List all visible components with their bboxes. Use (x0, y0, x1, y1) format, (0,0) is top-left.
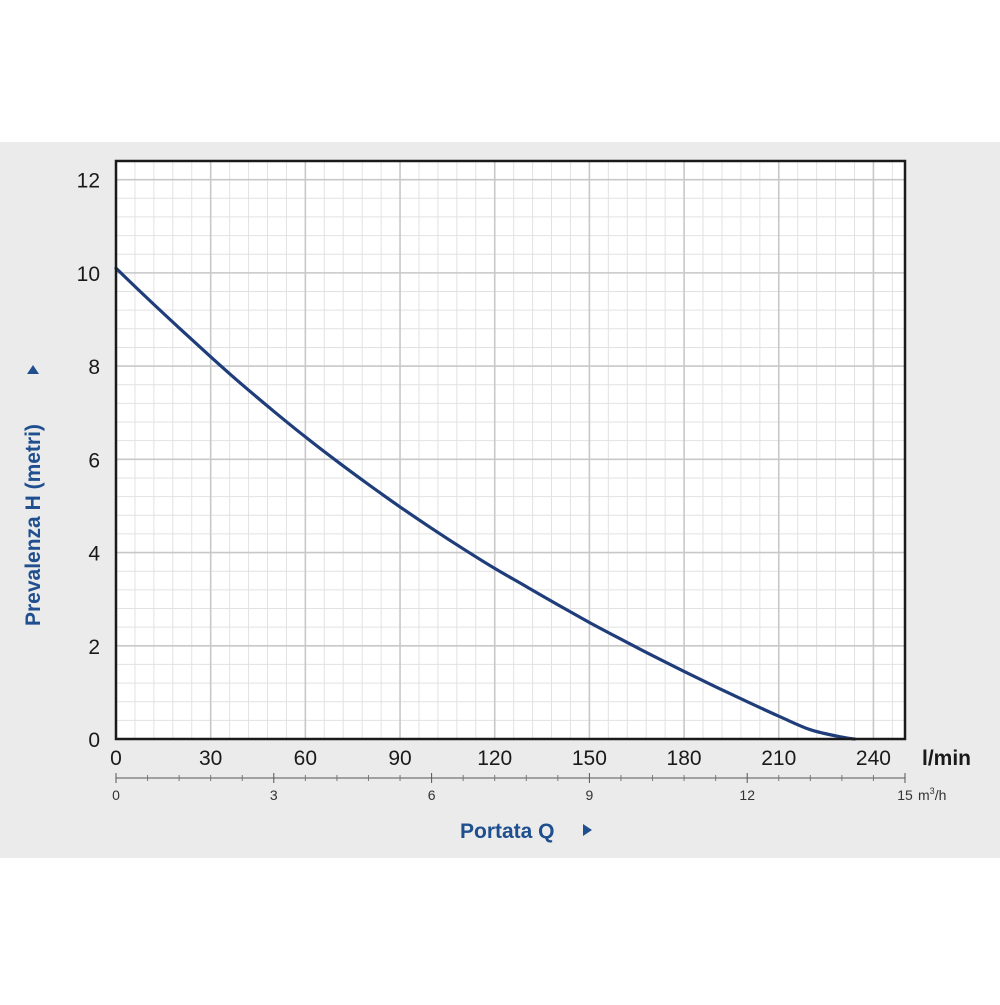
x2-axis-ticks: 0 3 6 9 12 15 (112, 773, 913, 803)
x-axis-arrow-icon (583, 824, 592, 836)
y-axis-label: Prevalenza H (metri) (22, 424, 45, 626)
y-tick-label: 0 (88, 729, 100, 752)
plot-frame (114, 159, 907, 741)
x-tick-label: 0 (110, 747, 122, 770)
y-tick-label: 8 (88, 356, 100, 379)
major-grid (116, 161, 905, 739)
y-tick-label: 12 (77, 170, 100, 193)
y-tick-label: 6 (88, 449, 100, 472)
x-tick-label: 240 (856, 747, 891, 770)
y-axis-title: Prevalenza H (metri) (22, 365, 45, 626)
x-tick-label: 180 (667, 747, 702, 770)
x-tick-label: 120 (477, 747, 512, 770)
x-axis-label: Portata Q (460, 820, 555, 843)
x-tick-label: 90 (388, 747, 411, 770)
x2-tick-label: 15 (897, 787, 913, 803)
x-axis-title: Portata Q (460, 820, 592, 843)
x2-tick-label: 12 (739, 787, 755, 803)
x-axis-unit: l/min (922, 747, 971, 770)
y-tick-label: 2 (88, 636, 100, 659)
plot-area (116, 161, 905, 739)
x2-tick-label: 3 (270, 787, 278, 803)
x2-tick-label: 6 (428, 787, 436, 803)
x-tick-label: 60 (294, 747, 317, 770)
y-tick-label: 4 (88, 543, 100, 566)
x2-tick-label: 9 (586, 787, 594, 803)
y-tick-label: 10 (77, 263, 100, 286)
y-axis-ticks: 0 2 4 6 8 10 12 (77, 170, 101, 752)
x-axis-ticks: 0 30 60 90 120 150 180 210 240 (110, 747, 891, 770)
x-tick-label: 150 (572, 747, 607, 770)
x2-tick-label: 0 (112, 787, 120, 803)
x-tick-label: 210 (761, 747, 796, 770)
performance-curve (114, 266, 857, 741)
y-axis-arrow-icon (27, 365, 39, 374)
x2-axis-unit: m3/h (918, 786, 946, 803)
x-tick-label: 30 (199, 747, 222, 770)
